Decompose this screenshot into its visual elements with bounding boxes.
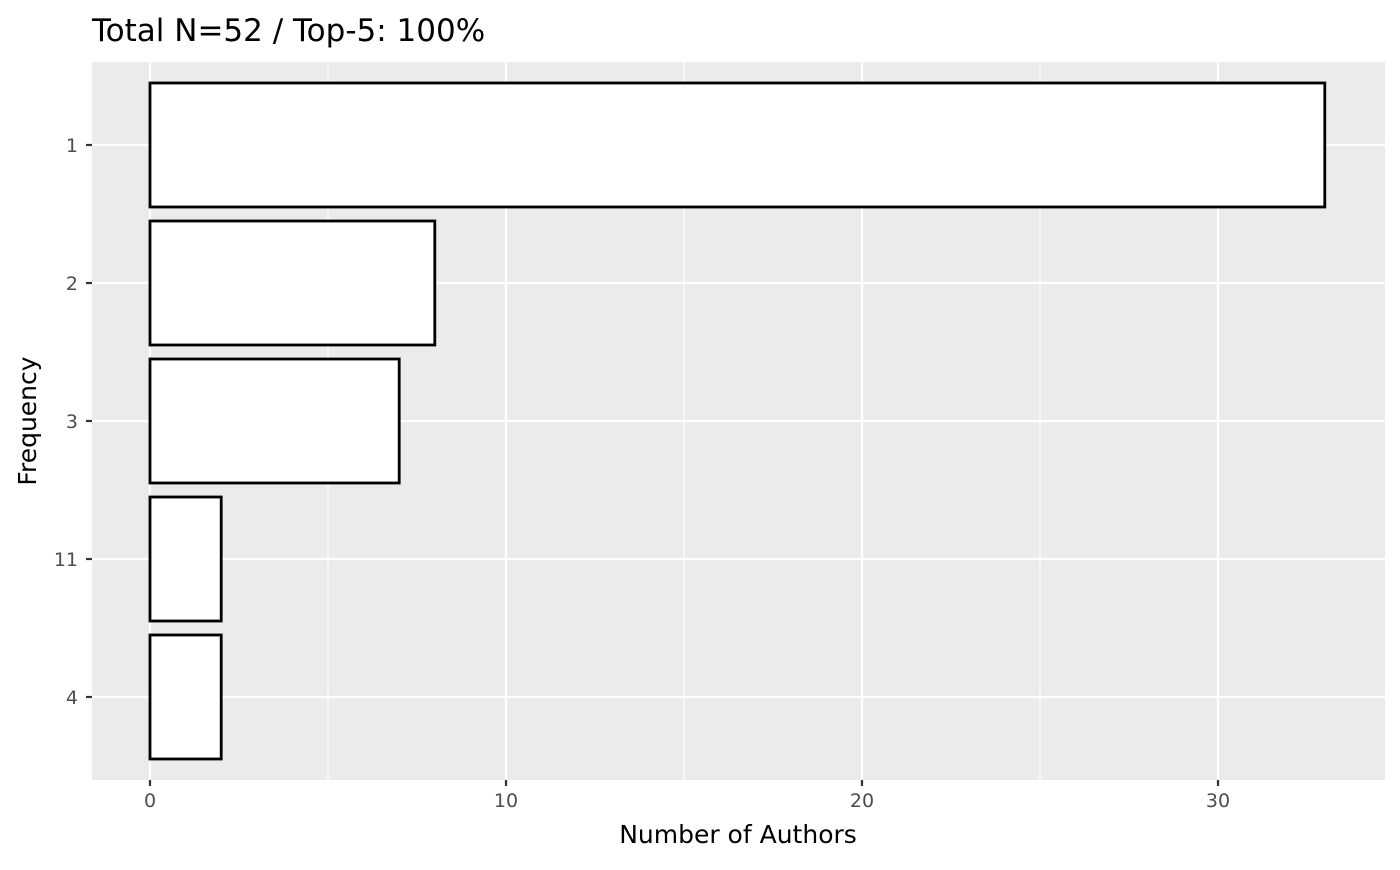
y-tick-label: 2 bbox=[66, 273, 78, 295]
x-tick-label: 0 bbox=[144, 790, 156, 812]
bar-3 bbox=[148, 357, 401, 485]
bar-4 bbox=[148, 633, 223, 761]
y-tick-label: 3 bbox=[66, 411, 78, 433]
y-axis-title: Frequency bbox=[13, 356, 42, 485]
x-tick-label: 30 bbox=[1206, 790, 1230, 812]
bars bbox=[148, 81, 1327, 761]
x-axis-title: Number of Authors bbox=[619, 820, 857, 849]
chart-title: Total N=52 / Top-5: 100% bbox=[91, 13, 485, 49]
x-tick-label: 20 bbox=[850, 790, 874, 812]
y-axis: 1 2 3 11 4 bbox=[54, 135, 92, 709]
bar-1 bbox=[148, 81, 1327, 209]
x-axis: 0 10 20 30 bbox=[144, 780, 1230, 812]
bar-11 bbox=[148, 495, 223, 623]
bar-2 bbox=[148, 219, 437, 347]
y-tick-label: 1 bbox=[66, 135, 78, 157]
y-tick-label: 11 bbox=[54, 549, 78, 571]
y-tick-label: 4 bbox=[66, 687, 78, 709]
x-tick-label: 10 bbox=[494, 790, 518, 812]
